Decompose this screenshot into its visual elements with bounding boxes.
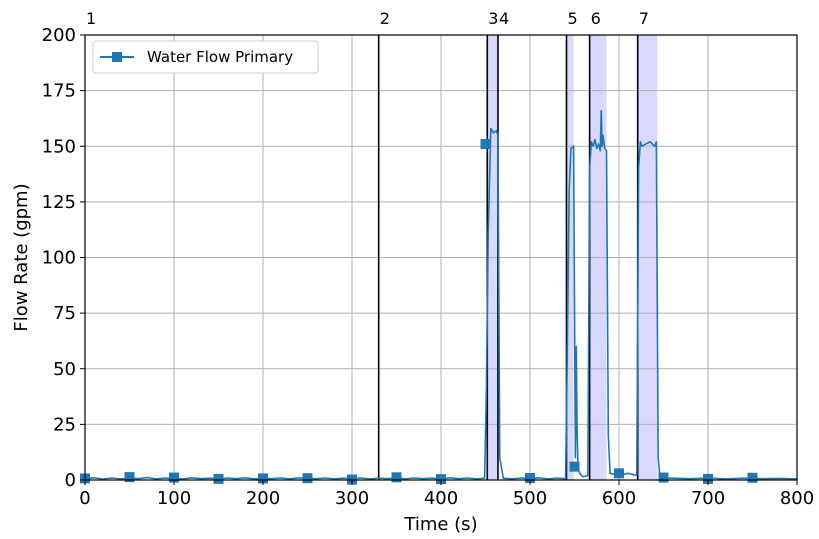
series-marker-13 (614, 468, 624, 479)
x-tick-label-400: 400 (424, 488, 458, 509)
x-tick-label-700: 700 (691, 488, 725, 509)
x-ticks: 0 100 200 300 400 500 600 700 800 (79, 480, 814, 509)
legend-box (92, 40, 319, 74)
x-tick-label-100: 100 (157, 488, 191, 509)
y-tick-label-50: 50 (53, 359, 76, 380)
y-tick-label-100: 100 (42, 248, 76, 269)
y-tick-label-125: 125 (42, 192, 76, 213)
x-tick-label-300: 300 (335, 488, 369, 509)
y-tick-label-25: 25 (53, 414, 76, 435)
series-marker-16 (747, 472, 758, 483)
series-marker-8 (391, 472, 402, 483)
series-marker-15 (703, 473, 713, 484)
legend[interactable]: Water Flow Primary (92, 40, 319, 74)
series-marker-14 (658, 472, 669, 483)
event-label-7: 7 (639, 9, 649, 28)
event-label-6: 6 (591, 9, 601, 28)
y-tick-label-75: 75 (53, 303, 76, 324)
event-label-1: 1 (86, 9, 96, 28)
series-line-1 (84, 109, 798, 480)
series-marker-2 (124, 472, 135, 483)
event-label-5: 5 (567, 9, 577, 28)
y-ticks: 0 25 50 75 100 125 150 175 200 (42, 25, 85, 491)
y-tick-label-200: 200 (42, 25, 76, 46)
event-label-3: 3 (488, 9, 498, 28)
x-tick-label-800: 800 (780, 488, 814, 509)
grid-lines (84, 34, 798, 481)
x-tick-label-500: 500 (513, 488, 547, 509)
legend-marker-sample (112, 52, 122, 62)
series-marker-4 (213, 473, 224, 484)
event-label-4: 4 (499, 9, 509, 28)
x-tick-label-0: 0 (79, 488, 90, 509)
x-tick-label-200: 200 (246, 488, 280, 509)
series-marker-5 (258, 473, 268, 484)
x-tick-label-600: 600 (602, 488, 636, 509)
series-marker-6 (302, 473, 313, 484)
series-marker-11 (525, 472, 535, 483)
event-label-2: 2 (380, 9, 390, 28)
y-axis-label: Flow Rate (gpm) (11, 183, 32, 331)
y-tick-label-0: 0 (65, 470, 76, 491)
series-marker-12 (569, 461, 580, 472)
y-tick-label-150: 150 (42, 136, 76, 157)
y-tick-label-175: 175 (42, 81, 76, 102)
series-marker-9 (436, 474, 446, 485)
series-marker-3 (169, 472, 179, 483)
series-marker-10 (480, 139, 491, 150)
x-axis-label: Time (s) (403, 514, 477, 535)
series-group (80, 109, 798, 485)
legend-entry-label: Water Flow Primary (147, 48, 293, 66)
